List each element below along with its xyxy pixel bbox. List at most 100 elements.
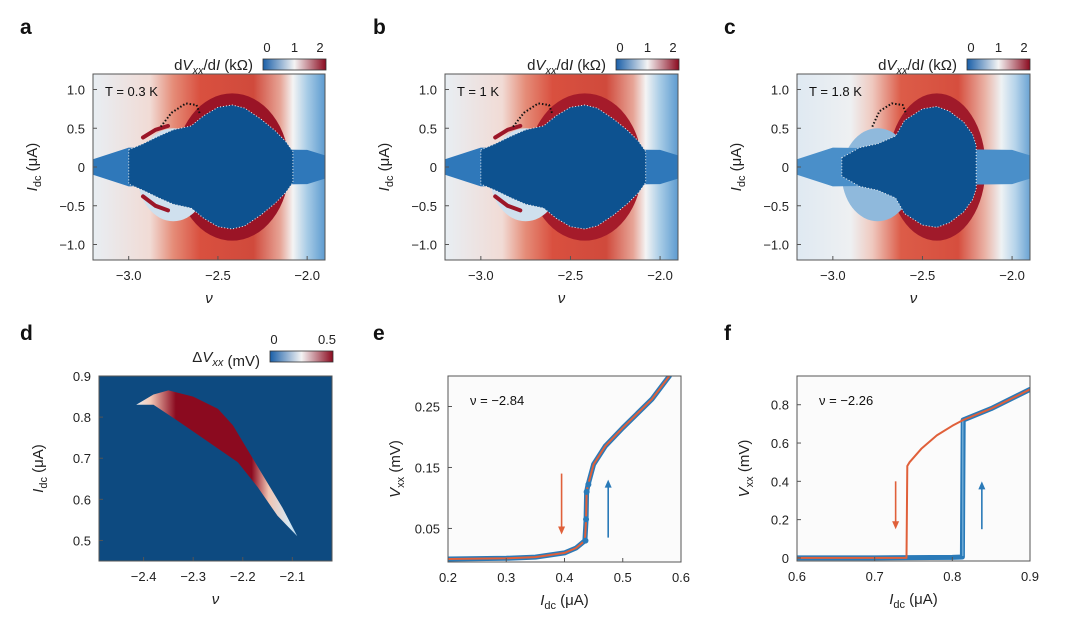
panel-annotation: T = 1.8 K: [809, 84, 862, 99]
plot-frame: [98, 375, 333, 562]
data-point: [585, 481, 592, 488]
colorbar-label-prefix: d: [878, 57, 886, 74]
y-tick-label: 0.4: [771, 474, 789, 489]
y-tick-label: 0.9: [73, 369, 91, 384]
colorbar-label-variable: V: [886, 57, 898, 74]
axis-label-subscript: dc: [38, 477, 50, 489]
plot-area: [797, 74, 1030, 260]
colorbar: [615, 58, 680, 71]
panel-letter: a: [20, 16, 32, 39]
colorbar-label-unit: (kΩ): [573, 57, 606, 74]
x-axis-label: ν: [212, 591, 220, 608]
series-line-down: [797, 388, 1030, 559]
colorbar-label-variable: V: [182, 57, 194, 74]
x-axis-label: ν: [910, 290, 918, 307]
y-tick-label: 1.0: [419, 83, 437, 98]
panel-e: e 0.2 0.3 0.4 0.5 0.6 0.25 0.15 0.05 Idc (μA) Vxx …: [373, 322, 690, 612]
axis-label-subscript: dc: [384, 175, 396, 187]
colorbar-tick-label: 0: [263, 40, 270, 55]
heatmap-crescent: [141, 123, 170, 140]
colorbar-label-variable: V: [535, 57, 547, 74]
colorbar-label-mid: /d: [907, 57, 920, 74]
plot-area: [448, 376, 681, 562]
panel-annotation: T = 1 K: [457, 84, 499, 99]
axis-label-variable: I: [540, 592, 544, 609]
axis-label: Idc (μA): [540, 592, 589, 612]
data-point: [582, 537, 589, 544]
y-tick-label: 0.5: [73, 533, 91, 548]
colorbar: [262, 58, 327, 71]
y-tick-label: −0.5: [59, 199, 85, 214]
plot-area: [797, 376, 1030, 561]
axis-label: Vxx (mV): [736, 440, 756, 498]
axis-label: Idc (μA): [728, 143, 748, 192]
y-tick-label: 0.2: [771, 513, 789, 528]
heatmap-background: [99, 376, 332, 561]
axis-label-subscript: xx: [395, 476, 407, 488]
y-tick-label: −1.0: [411, 238, 437, 253]
y-tick-label: 0.15: [415, 460, 440, 475]
axis-label-unit: (μA): [905, 591, 938, 608]
x-tick-label: −2.0: [294, 268, 320, 283]
heatmap-superconducting-region: [841, 105, 977, 228]
colorbar-tick-label: 0: [616, 40, 623, 55]
axis-label-variable: I: [376, 187, 393, 191]
axis-label-unit: (μA): [24, 143, 41, 176]
panel-letter: b: [373, 16, 386, 39]
panel-a: a −3.0 −2.5 −2.0 1.0 0.5 0 −0.5 −1.0 ν Idc (μA) T =…: [20, 16, 327, 307]
x-tick-label: 0.6: [788, 569, 806, 584]
axis-label: Idc (μA): [889, 591, 938, 611]
arrow-up-icon: [604, 479, 612, 488]
x-axis-label: ν: [558, 290, 566, 307]
colorbar-tick-label: 1: [291, 40, 298, 55]
colorbar-label-prefix: Δ: [192, 349, 202, 366]
heatmap-crescent: [493, 123, 523, 140]
y-tick-label: −0.5: [763, 199, 789, 214]
colorbar-label-variable2: I: [216, 57, 220, 74]
x-tick-label: −2.3: [180, 569, 206, 584]
arrow-down-icon: [892, 521, 900, 530]
y-tick-label: 1.0: [771, 83, 789, 98]
dotted-boundary-line: [160, 102, 202, 128]
y-tick-label: −1.0: [763, 238, 789, 253]
heatmap-crescent: [493, 194, 523, 213]
colorbar-label-prefix: d: [527, 57, 535, 74]
heatmap-superconducting-region: [128, 104, 294, 230]
y-tick-label: 0.6: [73, 492, 91, 507]
axis-label-variable: I: [30, 489, 47, 493]
axis-label-subscript: dc: [544, 600, 556, 612]
panel-annotation: ν = −2.26: [819, 393, 873, 408]
colorbar: [269, 350, 334, 363]
axis-label: Idc (μA): [30, 444, 50, 493]
dotted-boundary-line: [871, 102, 908, 128]
x-tick-label: 0.3: [497, 570, 515, 585]
axis-label-subscript: dc: [32, 175, 44, 187]
y-tick-label: 1.0: [67, 83, 85, 98]
x-tick-label: −2.5: [910, 268, 936, 283]
colorbar-label-subscript: xx: [191, 65, 204, 77]
x-tick-label: 0.2: [439, 570, 457, 585]
y-tick-label: 0: [782, 551, 789, 566]
colorbar-label-unit: (kΩ): [924, 57, 957, 74]
axis-label-subscript: xx: [744, 476, 756, 488]
axis-label-subscript: dc: [736, 175, 748, 187]
y-tick-label: 0: [430, 160, 437, 175]
colorbar-label-subscript: xx: [895, 65, 908, 77]
colorbar-label: dVxx/dI (kΩ): [174, 57, 253, 77]
colorbar-tick-label: 2: [1020, 40, 1027, 55]
axis-label-subscript: dc: [893, 599, 905, 611]
y-tick-label: 0.8: [771, 398, 789, 413]
colorbar-label-subscript: xx: [211, 357, 224, 369]
colorbar-label-variable2: I: [920, 57, 924, 74]
panel-letter: e: [373, 322, 385, 345]
plot-frame: [796, 375, 1031, 562]
panel-d: d −2.4 −2.3 −2.2 −2.1 0.9 0.8 0.7 0.6 0.5 ν Idc (μA…: [20, 322, 336, 608]
y-tick-label: 0: [78, 160, 85, 175]
heatmap-hysteresis-region: [136, 390, 298, 537]
heatmap-superconducting-region: [480, 104, 647, 230]
colorbar-tick-label: 0: [270, 332, 277, 347]
x-tick-label: 0.4: [555, 570, 573, 585]
plot-area: [93, 74, 325, 260]
panel-f: f 0.6 0.7 0.8 0.9 0.8 0.6 0.4 0.2 0 Idc (μA) Vxx (m…: [724, 322, 1039, 611]
